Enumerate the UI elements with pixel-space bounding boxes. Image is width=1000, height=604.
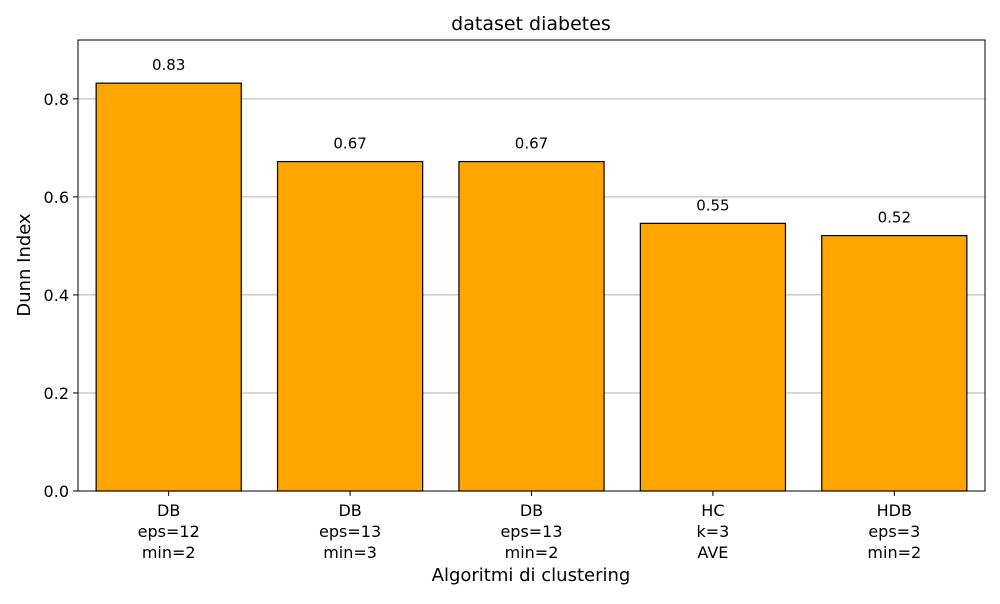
bar-value-label: 0.67 — [515, 135, 548, 153]
bar-value-label: 0.55 — [696, 196, 729, 214]
x-tick-label: HC k=3 AVE — [696, 501, 729, 562]
y-tick-label: 0.8 — [44, 90, 69, 109]
x-tick-label-line: AVE — [697, 543, 728, 562]
x-tick-label: HDB eps=3 min=2 — [867, 501, 921, 562]
bar — [639, 222, 787, 492]
bar-value-label: 0.67 — [333, 135, 366, 153]
x-tick-label-line: eps=13 — [500, 522, 562, 541]
x-tick-label-line: eps=12 — [138, 522, 200, 541]
bar-value-label: 0.83 — [152, 56, 185, 74]
bar — [276, 160, 424, 492]
bar — [458, 160, 605, 492]
x-tick-label-line: min=3 — [323, 543, 377, 562]
y-tick-label: 0.0 — [44, 482, 69, 501]
chart-title: dataset diabetes — [451, 13, 611, 35]
y-tick-label: 0.2 — [44, 384, 69, 403]
x-tick-label: DB eps=13 min=3 — [319, 501, 381, 562]
y-tick-label: 0.4 — [44, 286, 69, 305]
x-tick-label-line: k=3 — [696, 522, 729, 541]
x-tick-label-line: DB — [338, 501, 361, 520]
x-tick-label-line: DB — [520, 501, 543, 520]
y-axis-label: Dunn Index — [14, 213, 35, 317]
x-axis-ticks: DB eps=12 min=2DB eps=13 min=3DB eps=13 min=2H… — [138, 491, 921, 562]
x-tick-label-line: DB — [157, 501, 180, 520]
bar — [95, 82, 242, 492]
bar — [821, 234, 968, 492]
x-axis-label: Algoritmi di clustering — [432, 565, 631, 586]
bar-value-label: 0.52 — [878, 209, 911, 227]
x-tick-label-line: HC — [701, 501, 724, 520]
y-axis-ticks: 0.0 0.2 0.4 0.6 0.8 — [44, 90, 78, 501]
x-tick-label-line: min=2 — [505, 543, 559, 562]
x-tick-label: DB eps=12 min=2 — [138, 501, 200, 562]
y-tick-label: 0.6 — [44, 188, 69, 207]
x-tick-label-line: HDB — [877, 501, 912, 520]
x-tick-label: DB eps=13 min=2 — [500, 501, 562, 562]
x-tick-label-line: min=2 — [142, 543, 196, 562]
x-tick-label-line: eps=3 — [868, 522, 920, 541]
x-tick-label-line: eps=13 — [319, 522, 381, 541]
x-tick-label-line: min=2 — [867, 543, 921, 562]
data-labels: 0.83 0.67 0.67 0.55 0.52 — [152, 56, 911, 226]
bars — [95, 82, 968, 492]
